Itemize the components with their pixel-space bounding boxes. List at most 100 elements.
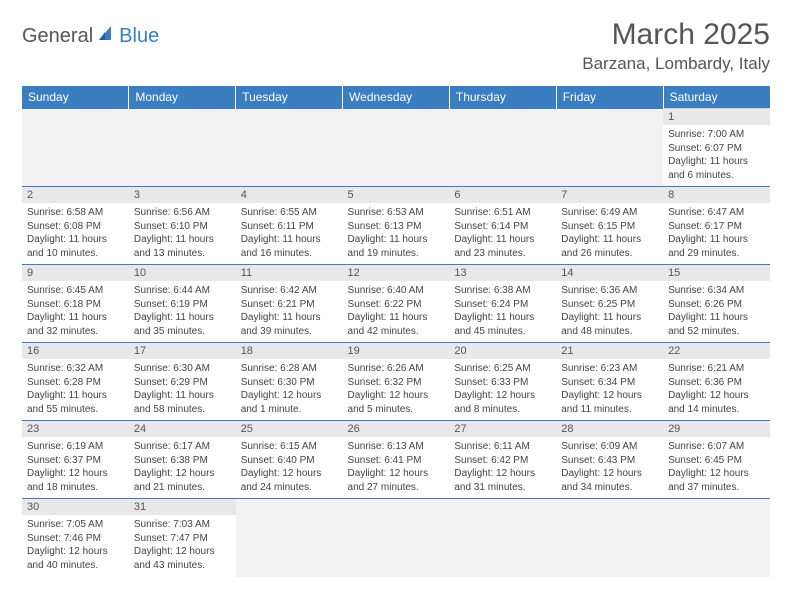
day-details: Sunrise: 6:15 AMSunset: 6:40 PMDaylight:… — [236, 437, 343, 498]
day-detail-line: Sunrise: 6:11 AM — [454, 440, 551, 454]
day-detail-line: Sunset: 6:40 PM — [241, 454, 338, 468]
day-number: 18 — [236, 343, 343, 359]
day-detail-line: Sunrise: 6:07 AM — [668, 440, 765, 454]
day-number: 19 — [343, 343, 450, 359]
day-cell: 27Sunrise: 6:11 AMSunset: 6:42 PMDayligh… — [449, 421, 556, 499]
day-detail-line: Sunrise: 6:36 AM — [561, 284, 658, 298]
day-detail-line: Sunset: 6:21 PM — [241, 298, 338, 312]
day-details: Sunrise: 6:25 AMSunset: 6:33 PMDaylight:… — [449, 359, 556, 420]
day-detail-line: Daylight: 12 hours — [241, 389, 338, 403]
day-detail-line: Sunrise: 6:53 AM — [348, 206, 445, 220]
day-detail-line: Daylight: 11 hours — [348, 311, 445, 325]
day-number: 10 — [129, 265, 236, 281]
day-details: Sunrise: 6:51 AMSunset: 6:14 PMDaylight:… — [449, 203, 556, 264]
day-detail-line: Sunset: 6:37 PM — [27, 454, 124, 468]
day-detail-line: and 14 minutes. — [668, 403, 765, 417]
weekday-header: Sunday — [22, 86, 129, 109]
day-detail-line: and 27 minutes. — [348, 481, 445, 495]
day-cell: 21Sunrise: 6:23 AMSunset: 6:34 PMDayligh… — [556, 343, 663, 421]
day-detail-line: and 48 minutes. — [561, 325, 658, 339]
day-detail-line: Sunset: 6:26 PM — [668, 298, 765, 312]
day-number: 5 — [343, 187, 450, 203]
day-details: Sunrise: 6:32 AMSunset: 6:28 PMDaylight:… — [22, 359, 129, 420]
day-detail-line: Sunset: 6:43 PM — [561, 454, 658, 468]
day-number: 7 — [556, 187, 663, 203]
day-number: 8 — [663, 187, 770, 203]
day-detail-line: Sunrise: 6:58 AM — [27, 206, 124, 220]
day-detail-line: Sunset: 7:47 PM — [134, 532, 231, 546]
day-detail-line: and 34 minutes. — [561, 481, 658, 495]
day-cell: 26Sunrise: 6:13 AMSunset: 6:41 PMDayligh… — [343, 421, 450, 499]
month-title: March 2025 — [582, 18, 770, 52]
day-detail-line: Sunrise: 6:45 AM — [27, 284, 124, 298]
day-cell — [236, 109, 343, 187]
day-cell: 12Sunrise: 6:40 AMSunset: 6:22 PMDayligh… — [343, 265, 450, 343]
day-cell: 7Sunrise: 6:49 AMSunset: 6:15 PMDaylight… — [556, 187, 663, 265]
day-detail-line: Daylight: 11 hours — [134, 389, 231, 403]
day-number: 6 — [449, 187, 556, 203]
weekday-header-row: SundayMondayTuesdayWednesdayThursdayFrid… — [22, 86, 770, 109]
day-detail-line: Daylight: 12 hours — [668, 389, 765, 403]
weekday-header: Thursday — [449, 86, 556, 109]
day-detail-line: Sunrise: 6:15 AM — [241, 440, 338, 454]
logo-text-blue: Blue — [119, 25, 159, 48]
day-details: Sunrise: 6:45 AMSunset: 6:18 PMDaylight:… — [22, 281, 129, 342]
weekday-header: Friday — [556, 86, 663, 109]
day-details: Sunrise: 6:44 AMSunset: 6:19 PMDaylight:… — [129, 281, 236, 342]
day-number: 26 — [343, 421, 450, 437]
day-cell: 28Sunrise: 6:09 AMSunset: 6:43 PMDayligh… — [556, 421, 663, 499]
day-detail-line: and 11 minutes. — [561, 403, 658, 417]
day-cell: 20Sunrise: 6:25 AMSunset: 6:33 PMDayligh… — [449, 343, 556, 421]
day-detail-line: Sunrise: 6:44 AM — [134, 284, 231, 298]
day-detail-line: Daylight: 11 hours — [668, 233, 765, 247]
day-detail-line: Sunrise: 6:56 AM — [134, 206, 231, 220]
day-cell — [449, 109, 556, 187]
day-detail-line: and 18 minutes. — [27, 481, 124, 495]
day-detail-line: Sunset: 6:36 PM — [668, 376, 765, 390]
day-details: Sunrise: 6:42 AMSunset: 6:21 PMDaylight:… — [236, 281, 343, 342]
day-details: Sunrise: 6:53 AMSunset: 6:13 PMDaylight:… — [343, 203, 450, 264]
day-detail-line: and 55 minutes. — [27, 403, 124, 417]
day-number: 24 — [129, 421, 236, 437]
day-number: 21 — [556, 343, 663, 359]
day-detail-line: and 13 minutes. — [134, 247, 231, 261]
day-detail-line: and 16 minutes. — [241, 247, 338, 261]
day-number: 13 — [449, 265, 556, 281]
day-cell — [22, 109, 129, 187]
day-detail-line: Daylight: 11 hours — [348, 233, 445, 247]
day-details: Sunrise: 6:30 AMSunset: 6:29 PMDaylight:… — [129, 359, 236, 420]
logo-sail-icon — [97, 24, 117, 49]
day-details: Sunrise: 6:56 AMSunset: 6:10 PMDaylight:… — [129, 203, 236, 264]
day-number: 11 — [236, 265, 343, 281]
day-detail-line: Sunrise: 7:05 AM — [27, 518, 124, 532]
logo: General Blue — [22, 24, 159, 49]
day-detail-line: Sunset: 6:10 PM — [134, 220, 231, 234]
day-detail-line: Sunrise: 6:13 AM — [348, 440, 445, 454]
day-cell: 8Sunrise: 6:47 AMSunset: 6:17 PMDaylight… — [663, 187, 770, 265]
day-detail-line: Sunrise: 7:03 AM — [134, 518, 231, 532]
day-detail-line: and 58 minutes. — [134, 403, 231, 417]
day-details: Sunrise: 6:11 AMSunset: 6:42 PMDaylight:… — [449, 437, 556, 498]
day-detail-line: Sunset: 6:11 PM — [241, 220, 338, 234]
day-cell: 30Sunrise: 7:05 AMSunset: 7:46 PMDayligh… — [22, 499, 129, 577]
day-detail-line: Sunrise: 6:23 AM — [561, 362, 658, 376]
day-detail-line: Daylight: 11 hours — [454, 311, 551, 325]
day-detail-line: Sunrise: 6:26 AM — [348, 362, 445, 376]
day-detail-line: Sunrise: 6:21 AM — [668, 362, 765, 376]
day-detail-line: Daylight: 12 hours — [348, 467, 445, 481]
day-detail-line: and 8 minutes. — [454, 403, 551, 417]
day-detail-line: Daylight: 11 hours — [668, 311, 765, 325]
day-detail-line: and 21 minutes. — [134, 481, 231, 495]
day-details: Sunrise: 6:36 AMSunset: 6:25 PMDaylight:… — [556, 281, 663, 342]
day-number: 15 — [663, 265, 770, 281]
day-detail-line: Sunrise: 7:00 AM — [668, 128, 765, 142]
week-row: 2Sunrise: 6:58 AMSunset: 6:08 PMDaylight… — [22, 187, 770, 265]
day-details: Sunrise: 7:00 AMSunset: 6:07 PMDaylight:… — [663, 125, 770, 186]
day-detail-line: Daylight: 11 hours — [27, 233, 124, 247]
week-row: 9Sunrise: 6:45 AMSunset: 6:18 PMDaylight… — [22, 265, 770, 343]
day-detail-line: Daylight: 11 hours — [134, 233, 231, 247]
day-detail-line: Sunset: 6:19 PM — [134, 298, 231, 312]
day-details: Sunrise: 7:05 AMSunset: 7:46 PMDaylight:… — [22, 515, 129, 576]
day-cell: 10Sunrise: 6:44 AMSunset: 6:19 PMDayligh… — [129, 265, 236, 343]
logo-text-general: General — [22, 25, 93, 48]
